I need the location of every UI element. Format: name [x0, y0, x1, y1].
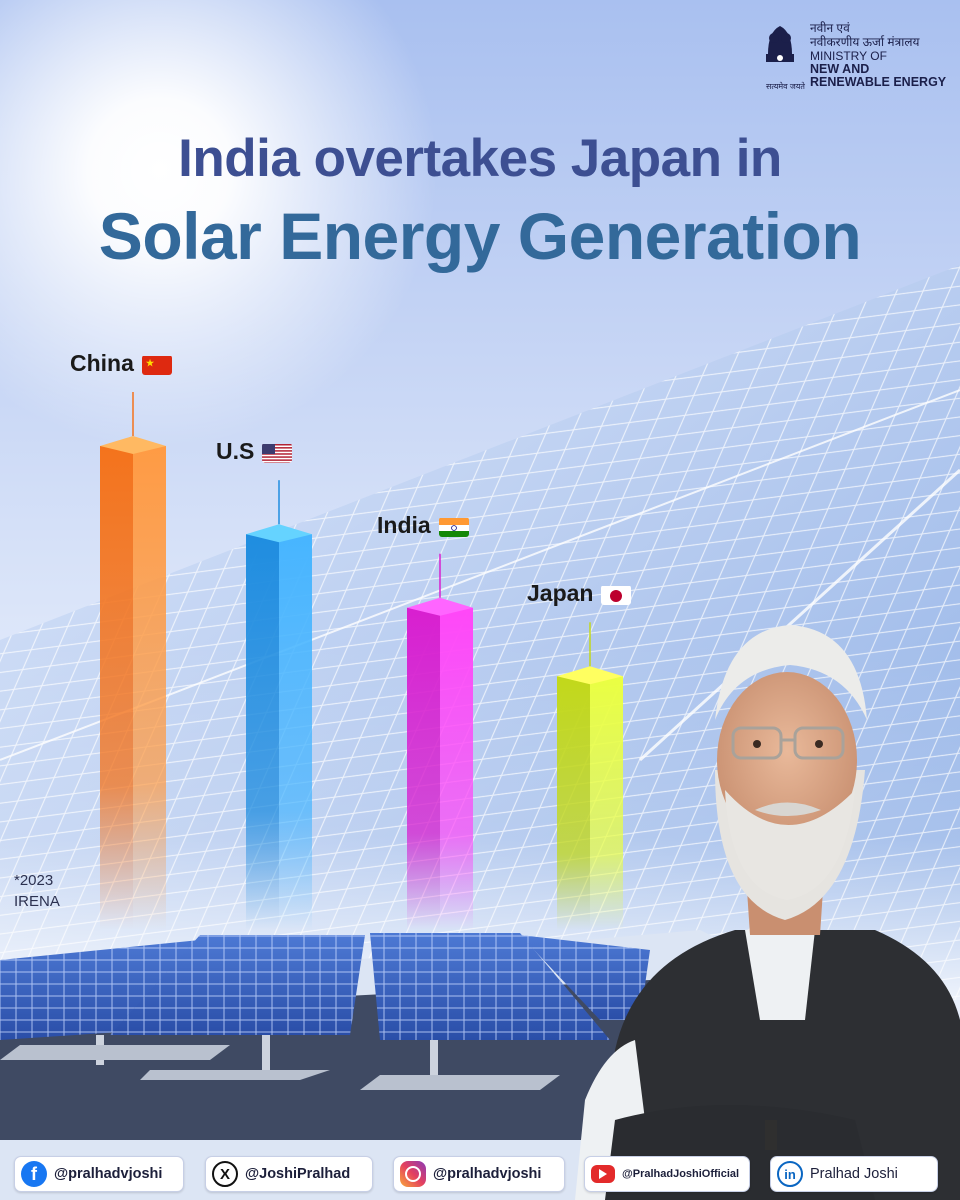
linkedin-handle: Pralhad Joshi	[810, 1166, 898, 1182]
social-footer: f @pralhadvjoshi X @JoshiPralhad @pralha…	[0, 1150, 960, 1200]
title-line2: Solar Energy Generation	[98, 199, 862, 273]
ministry-hindi-line2: नवीकरणीय ऊर्जा मंत्रालय	[810, 35, 920, 49]
bar-india	[407, 553, 473, 930]
instagram-icon	[400, 1161, 426, 1187]
japan-flag-icon	[601, 585, 632, 606]
label-japan: Japan	[527, 580, 632, 607]
label-china: China ★	[70, 350, 172, 377]
category-label: Japan	[527, 580, 594, 607]
youtube-handle: @PralhadJoshiOfficial	[622, 1168, 740, 1180]
svg-text:★: ★	[146, 358, 155, 368]
ministry-english-line3: RENEWABLE ENERGY	[810, 75, 947, 89]
india-flag-icon	[438, 517, 469, 537]
instagram-handle: @pralhadvjoshi	[433, 1166, 542, 1182]
ashoka-emblem-icon	[766, 26, 794, 62]
x-icon: X	[212, 1161, 238, 1187]
bar-japan	[557, 622, 623, 930]
note-year: *2023	[14, 872, 54, 889]
linkedin-link[interactable]: in Pralhad Joshi	[770, 1156, 938, 1192]
x-handle: @JoshiPralhad	[245, 1166, 351, 1182]
youtube-icon	[591, 1165, 615, 1183]
label-india: India	[377, 512, 469, 539]
category-label: India	[377, 511, 431, 538]
us-flag-icon	[262, 443, 293, 464]
china-flag-icon: ★	[141, 355, 172, 375]
title-line1: India overtakes Japan in	[178, 129, 782, 188]
x-link[interactable]: X @JoshiPralhad	[205, 1156, 373, 1192]
youtube-link[interactable]: @PralhadJoshiOfficial	[584, 1156, 750, 1192]
category-label: U.S	[216, 438, 255, 465]
ministry-english-line2: NEW AND	[810, 62, 870, 76]
label-us: U.S	[216, 438, 293, 465]
emblem-motto: सत्यमेव जयते	[766, 82, 805, 91]
source-note: *2023 IRENA	[14, 870, 60, 912]
bar-china	[100, 392, 166, 930]
facebook-link[interactable]: f @pralhadvjoshi	[14, 1156, 184, 1192]
foreground-solar-panels	[0, 933, 650, 1090]
ministry-logo: सत्यमेव जयते नवीन एवं नवीकरणीय ऊर्जा मंत…	[760, 18, 947, 96]
note-source: IRENA	[14, 893, 60, 910]
facebook-handle: @pralhadvjoshi	[54, 1166, 163, 1182]
ministry-hindi-line1: नवीन एवं	[810, 21, 850, 35]
facebook-icon: f	[21, 1161, 47, 1187]
instagram-link[interactable]: @pralhadvjoshi	[393, 1156, 565, 1192]
bar-us	[246, 480, 312, 930]
ministry-english-line1: MINISTRY OF	[810, 49, 887, 63]
portrait-image	[575, 625, 960, 1200]
linkedin-icon: in	[777, 1161, 803, 1187]
category-label: China	[70, 350, 134, 376]
